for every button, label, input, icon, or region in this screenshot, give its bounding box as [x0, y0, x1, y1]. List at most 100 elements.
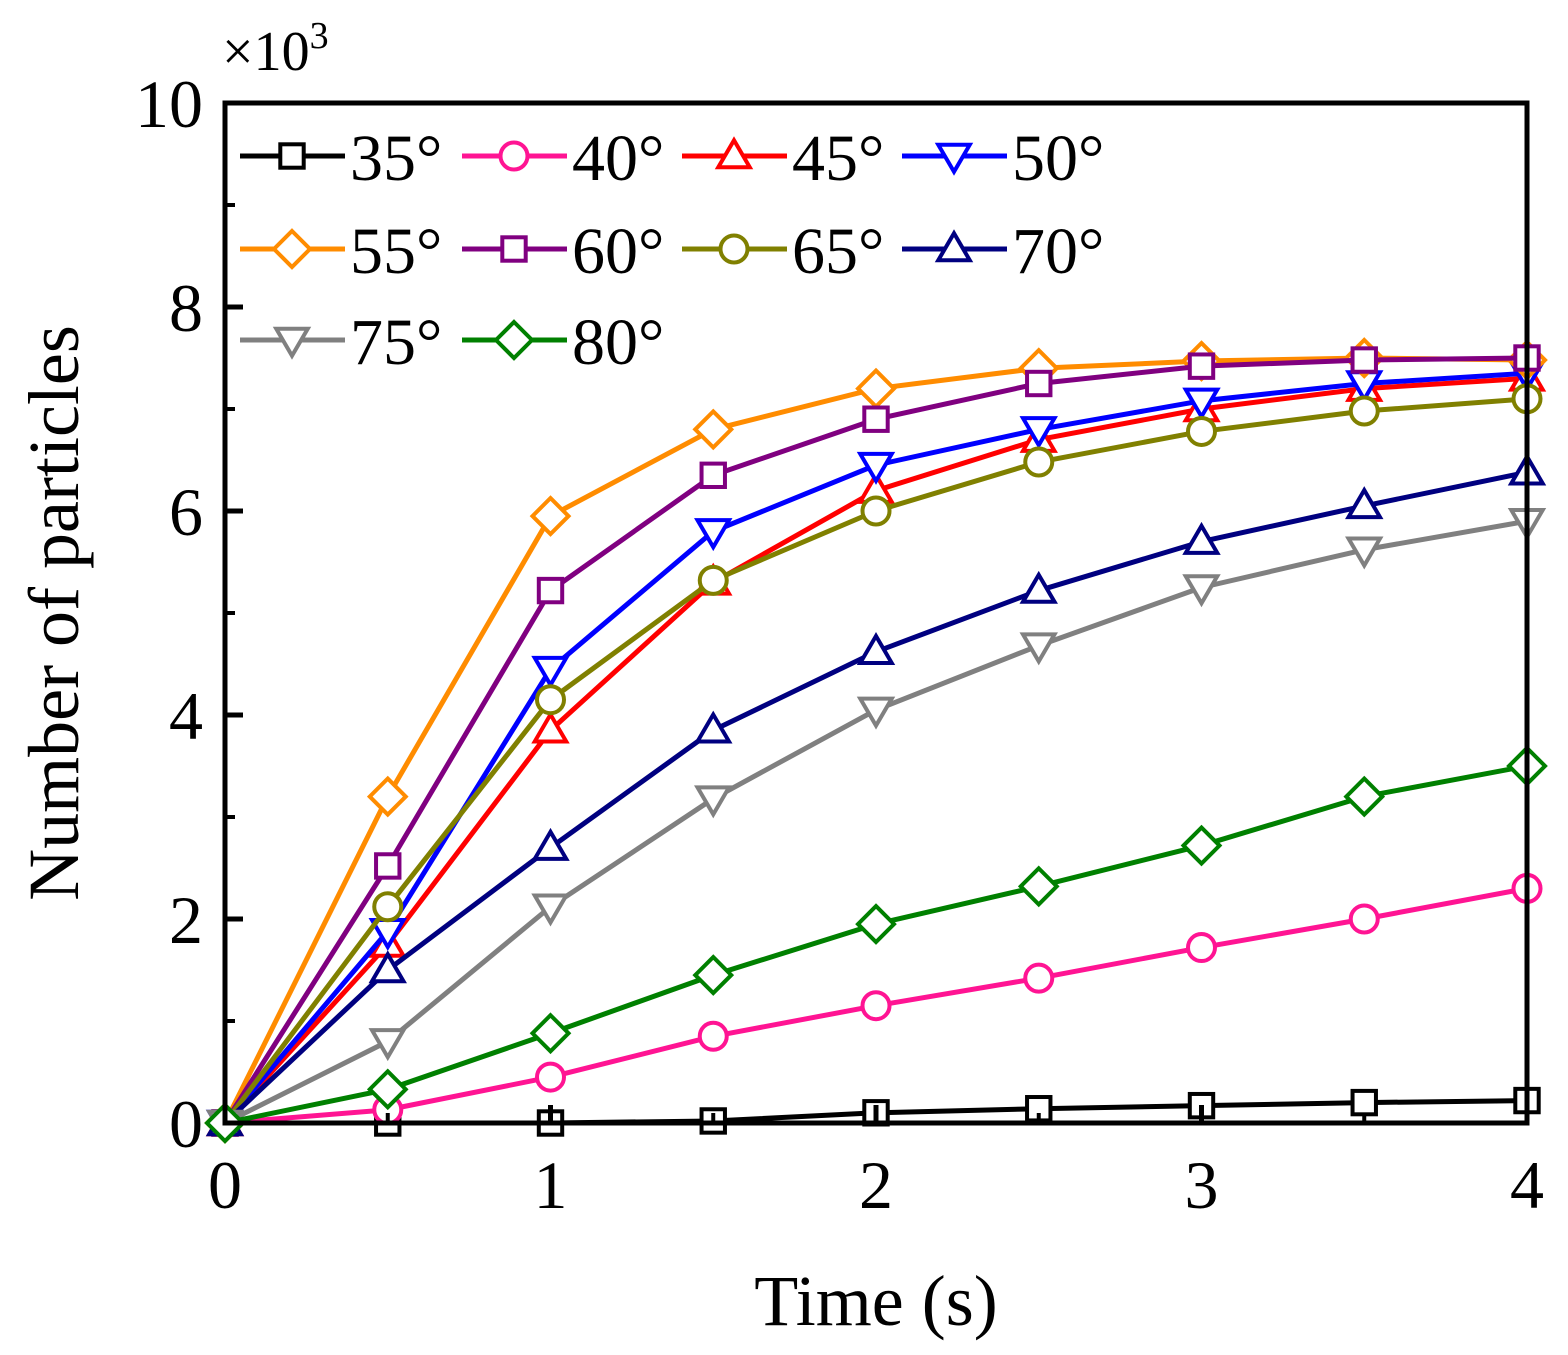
series-80 — [204, 745, 1548, 1144]
y-tick-label: 10 — [135, 66, 203, 142]
series-40-point — [697, 1020, 729, 1052]
y-multiplier-exponent: 3 — [310, 15, 329, 57]
series-70-point — [368, 950, 407, 984]
legend-label: 65° — [792, 215, 884, 288]
series-60 — [211, 344, 1541, 1137]
series-80-point — [529, 1012, 572, 1055]
x-tick-label: 2 — [859, 1147, 893, 1223]
series-55-point — [692, 408, 735, 451]
series-80-point — [366, 1068, 409, 1111]
series-60-point — [1025, 369, 1053, 398]
series-65-point — [372, 891, 404, 923]
legend-item-50: 50° — [902, 122, 1104, 195]
y-tick-label: 0 — [169, 1086, 203, 1162]
legend-swatch-marker — [278, 142, 306, 170]
series-75-point — [1019, 632, 1058, 666]
series-75-point — [1345, 536, 1384, 570]
series-65-point — [1023, 446, 1055, 478]
series-40-point — [1186, 932, 1217, 964]
series-50-point — [694, 518, 733, 552]
series-55-point — [855, 367, 897, 410]
series-75 — [205, 507, 1547, 1143]
series-70-point — [531, 827, 570, 861]
series-55-point — [529, 495, 572, 537]
series-70-point — [1182, 521, 1221, 555]
legend-swatch-marker — [493, 319, 535, 361]
series-75-point — [1182, 574, 1221, 608]
x-tick-label: 3 — [1185, 1147, 1219, 1223]
legend-item-45: 45° — [682, 122, 884, 195]
series-50-point — [1019, 416, 1058, 450]
y-axis-title: Number of particles — [14, 325, 94, 901]
legend-swatch-marker — [718, 233, 750, 265]
series-70-point — [1019, 570, 1058, 604]
series-65-point — [860, 495, 892, 527]
x-tick-label: 0 — [208, 1147, 242, 1223]
series-50-point — [531, 655, 570, 689]
legend-swatch-marker — [934, 142, 974, 176]
series-60-point — [1187, 352, 1216, 380]
series-70-point — [694, 710, 733, 744]
series-80-point — [1017, 865, 1060, 908]
legend-label: 40° — [572, 122, 664, 195]
legend-item-55: 55° — [240, 215, 442, 288]
series-60-point — [699, 461, 727, 490]
series-50-point — [856, 451, 896, 485]
legend-item-75: 75° — [240, 306, 442, 379]
series-80-point — [692, 954, 735, 996]
series-65-point — [1348, 395, 1380, 427]
series-65-point — [535, 684, 566, 716]
series-layer — [204, 337, 1548, 1144]
series-60-point — [1350, 346, 1378, 374]
series-75-point — [694, 785, 733, 819]
legend-swatch-marker — [498, 140, 530, 172]
legend-item-40: 40° — [462, 122, 664, 195]
legend-label: 45° — [792, 122, 884, 195]
legend-item-65: 65° — [682, 215, 884, 288]
legend-label: 70° — [1012, 215, 1104, 288]
series-60-point — [536, 576, 565, 605]
series-45-point — [531, 710, 570, 744]
series-70-point — [856, 632, 896, 666]
x-axis-title: Time (s) — [754, 1261, 997, 1341]
y-multiplier-prefix: ×10 — [222, 21, 310, 83]
y-tick-label: 8 — [169, 270, 203, 346]
series-70 — [205, 452, 1547, 1137]
series-80-point — [1180, 824, 1223, 867]
series-40-point — [535, 1061, 566, 1093]
series-80-point — [855, 903, 897, 945]
series-75-point — [856, 696, 896, 730]
series-40-point — [1348, 903, 1380, 935]
series-75-point — [368, 1028, 407, 1062]
legend-swatch-marker — [714, 136, 754, 170]
legend-label: 35° — [350, 122, 442, 195]
legend-item-60: 60° — [462, 215, 664, 288]
legend-swatch-marker — [271, 228, 313, 270]
legend-item-35: 35° — [240, 122, 442, 195]
legend-label: 50° — [1012, 122, 1104, 195]
legend: 35° 40° 45° 50° 55° 60° 65° 70° 75° 80° — [240, 122, 1104, 379]
legend-label: 75° — [350, 306, 442, 379]
series-35-point — [1350, 1088, 1378, 1117]
series-70-point — [1345, 486, 1384, 520]
series-75-line — [223, 518, 1528, 1126]
y-tick-label: 2 — [169, 882, 203, 958]
series-40-point — [860, 990, 892, 1022]
y-multiplier: ×103 — [222, 15, 329, 83]
x-tick-label: 4 — [1510, 1147, 1544, 1223]
series-70-line — [223, 469, 1528, 1125]
series-55-point — [366, 775, 409, 818]
y-tick-label: 6 — [169, 474, 203, 550]
series-60-point — [374, 852, 402, 880]
legend-label: 60° — [572, 215, 664, 288]
legend-item-70: 70° — [902, 215, 1104, 288]
series-50-point — [1182, 387, 1221, 421]
series-40-point — [1023, 962, 1055, 994]
series-75-point — [531, 893, 570, 927]
series-65-point — [1186, 415, 1217, 447]
series-60-point — [862, 405, 890, 433]
legend-swatch-marker — [500, 235, 528, 263]
legend-swatch-marker — [934, 229, 974, 263]
series-80-point — [1343, 775, 1386, 818]
